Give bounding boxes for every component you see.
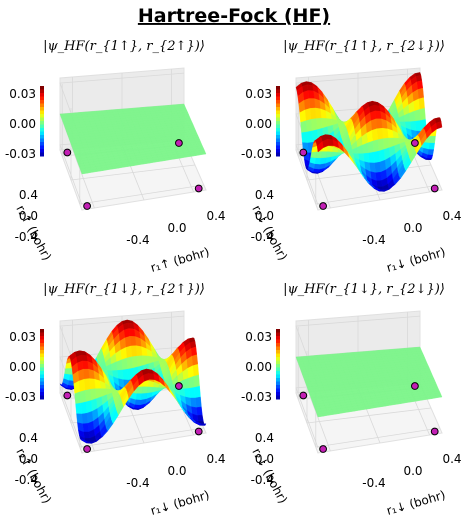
- y-tick-label: 0.0: [19, 209, 38, 223]
- electron-marker: [411, 382, 419, 390]
- subplot-3: 0.030.00-0.030.40.0-0.4r₂↑ (bohr) -0.40.0…: [5, 282, 226, 518]
- electron-marker: [175, 382, 183, 390]
- z-tick-label: 0.00: [245, 117, 272, 131]
- z-tick-label: 0.00: [245, 360, 272, 374]
- y-tick-label: -0.4: [15, 230, 38, 244]
- electron-marker: [299, 148, 308, 157]
- surface: [295, 346, 443, 418]
- x-axis-label: r₁↓ (bohr): [385, 245, 447, 275]
- electron-marker: [430, 184, 439, 193]
- x-tick-label: -0.4: [362, 233, 385, 247]
- y-tick-label: 0.0: [19, 452, 38, 466]
- subplot-title: |ψ_HF(r_{1↓}, r_{2↑})⟩: [43, 282, 205, 297]
- y-tick-label: 0.4: [255, 188, 274, 202]
- z-tick-label: 0.03: [9, 330, 36, 344]
- electron-marker: [319, 202, 328, 210]
- x-axis-label: r₁↓ (bohr): [385, 488, 447, 518]
- y-tick-label: 0.4: [19, 431, 38, 445]
- x-tick-label: 0.4: [206, 209, 225, 223]
- z-tick-label: -0.03: [5, 390, 36, 404]
- x-tick-label: 0.0: [167, 221, 186, 235]
- figure-title: Hartree-Fock (HF): [138, 5, 330, 27]
- y-tick-label: 0.4: [19, 188, 38, 202]
- z-tick-label: 0.03: [245, 330, 272, 344]
- y-tick-label: 0.0: [255, 452, 274, 466]
- subplot-1: 0.030.00-0.030.40.0-0.4r₂↑ (bohr) -0.40.0…: [5, 39, 226, 275]
- z-tick-label: 0.00: [9, 117, 36, 131]
- x-tick-label: 0.4: [442, 209, 461, 223]
- x-tick-label: 0.0: [167, 464, 186, 478]
- x-axis-label: r₁↑ (bohr): [149, 245, 211, 275]
- x-tick-label: -0.4: [126, 476, 149, 490]
- electron-marker: [411, 139, 419, 147]
- z-tick-label: 0.00: [9, 360, 36, 374]
- z-tick-label: 0.03: [9, 87, 36, 101]
- subplot-title: |ψ_HF(r_{1↑}, r_{2↑})⟩: [43, 39, 205, 54]
- subplot-title: |ψ_HF(r_{1↓}, r_{2↓})⟩: [283, 282, 445, 297]
- x-tick-label: 0.0: [403, 464, 422, 478]
- electron-marker: [83, 202, 91, 210]
- y-tick-label: 0.0: [255, 209, 274, 223]
- subplot-2: 0.030.00-0.030.40.0-0.4r₂↓ (bohr) -0.40.0…: [241, 39, 462, 275]
- electron-marker: [63, 148, 72, 157]
- electron-marker: [430, 427, 439, 436]
- y-tick-label: -0.4: [251, 473, 274, 487]
- x-tick-label: 0.4: [442, 452, 461, 466]
- surface: [59, 319, 207, 444]
- y-tick-label: -0.4: [251, 230, 274, 244]
- electron-marker: [319, 445, 328, 453]
- y-tick-label: -0.4: [15, 473, 38, 487]
- subplot-title: |ψ_HF(r_{1↑}, r_{2↓})⟩: [283, 39, 445, 54]
- x-tick-label: -0.4: [126, 233, 149, 247]
- x-tick-label: 0.4: [206, 452, 225, 466]
- surface: [59, 103, 207, 175]
- y-tick-label: 0.4: [255, 431, 274, 445]
- x-tick-label: 0.0: [403, 221, 422, 235]
- electron-marker: [83, 445, 91, 453]
- electron-marker: [63, 391, 72, 400]
- x-tick-label: -0.4: [362, 476, 385, 490]
- electron-marker: [194, 184, 203, 193]
- z-tick-label: -0.03: [241, 390, 272, 404]
- electron-marker: [194, 427, 203, 436]
- subplot-4: 0.030.00-0.030.40.0-0.4r₂↓ (bohr) -0.40.0…: [241, 282, 462, 518]
- electron-marker: [175, 139, 183, 147]
- z-tick-label: -0.03: [5, 147, 36, 161]
- x-axis-label: r₁↓ (bohr): [149, 488, 211, 518]
- electron-marker: [299, 391, 308, 400]
- z-tick-label: 0.03: [245, 87, 272, 101]
- z-tick-label: -0.03: [241, 147, 272, 161]
